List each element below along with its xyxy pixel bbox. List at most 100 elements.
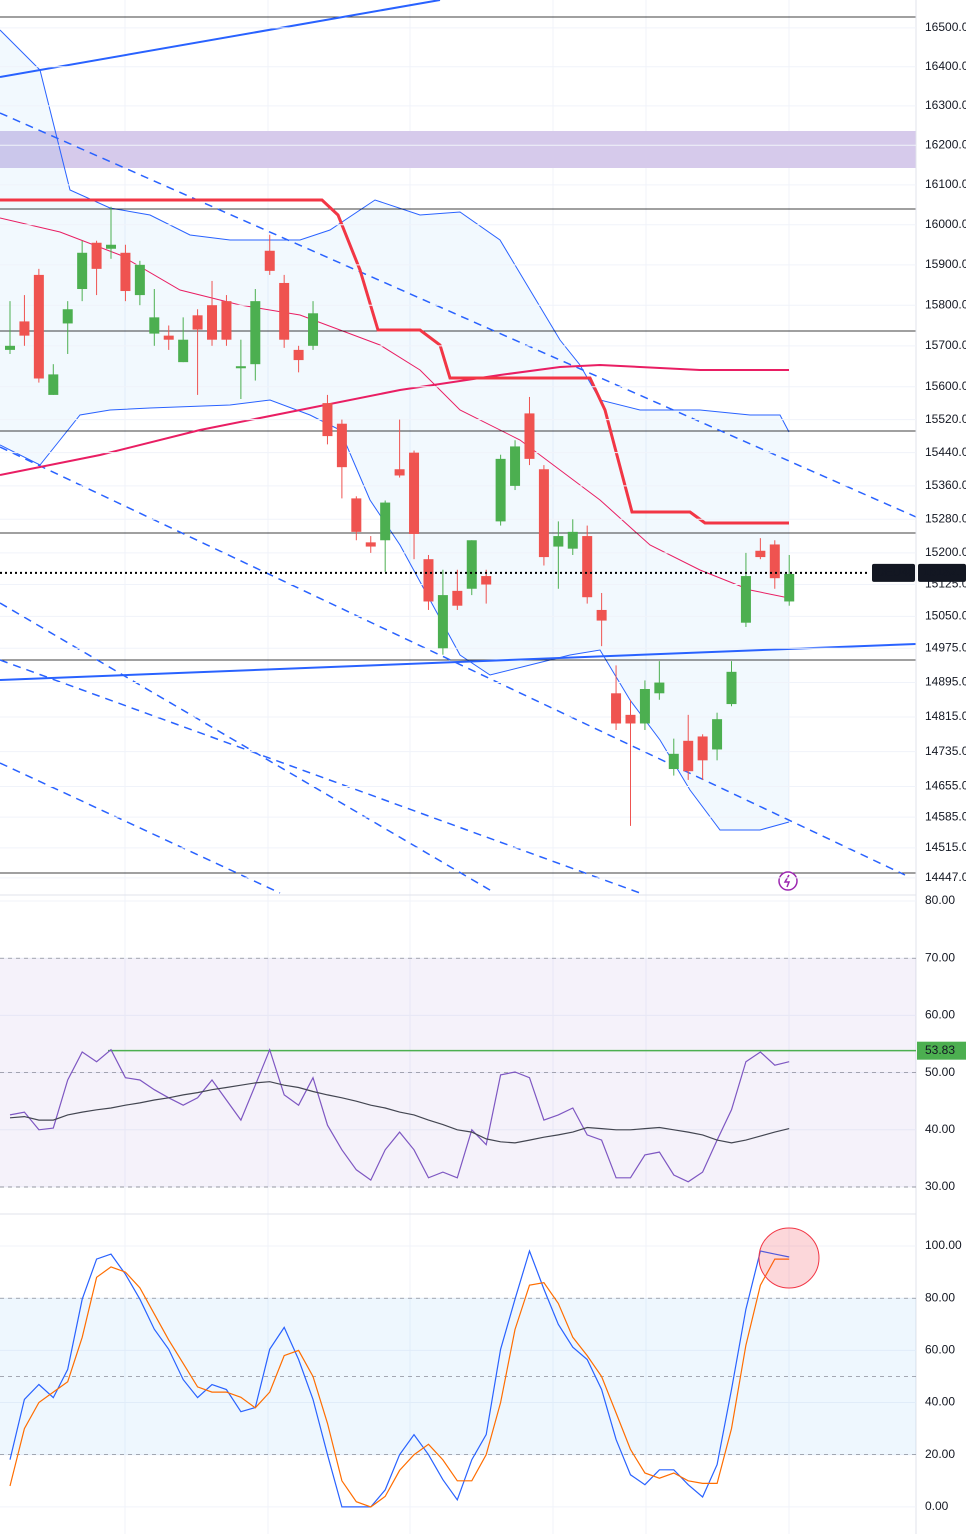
candle-body (394, 469, 405, 476)
event-icon[interactable] (778, 871, 798, 891)
candle-body (336, 423, 347, 468)
zone (0, 131, 916, 168)
candle-body (163, 335, 174, 340)
y-tick-label: 15520.00 (925, 412, 966, 426)
candle-body (91, 242, 102, 269)
candle-body (365, 542, 376, 547)
y-tick-label: 16000.0 (925, 217, 966, 231)
candle-body (740, 576, 751, 623)
candle-body (784, 573, 795, 602)
y-tick-label: 30.00 (925, 1179, 955, 1193)
candle-body (77, 252, 88, 290)
y-tick-label: 16500.0 (925, 20, 966, 34)
y-tick-label: 14655.00 (925, 779, 966, 793)
candle-body (538, 469, 549, 558)
indicator-line (9, 1081, 790, 1144)
candle-body (567, 531, 578, 549)
y-tick-label: 14515.00 (925, 840, 966, 854)
candle-body (48, 374, 59, 395)
candle-body (351, 498, 362, 532)
indicator-line (9, 1249, 790, 1508)
candle-body (250, 301, 261, 365)
candle-body (235, 366, 246, 369)
y-tick-label: 16300.0 (925, 98, 966, 112)
y-tick-label: 0.00 (925, 1499, 949, 1513)
y-tick-label: 15050.00 (925, 608, 966, 622)
y-tick-label: 14815.00 (925, 709, 966, 723)
y-tick-label: 40.00 (925, 1395, 955, 1409)
y-tick-label: 40.00 (925, 1122, 955, 1136)
candle-body (668, 753, 679, 770)
y-tick-label: 70.00 (925, 950, 955, 964)
candle-body (697, 736, 708, 761)
candle-body (106, 244, 117, 249)
level-tag: 53.83 (925, 1043, 955, 1057)
candle-body (33, 274, 44, 379)
y-tick-label: 14447.0 (925, 870, 966, 884)
y-tick-label: 15440.00 (925, 445, 966, 459)
moving-average (0, 363, 789, 476)
candle-body (452, 590, 463, 606)
price-tag-bg (918, 563, 966, 582)
candle-body (149, 317, 160, 334)
indicator-line (9, 1258, 790, 1508)
y-tick-label: 15900.0 (925, 257, 966, 271)
indicator-line (9, 1047, 790, 1183)
annotation-circle (758, 1227, 820, 1289)
y-tick-label: 14975.00 (925, 640, 966, 654)
y-tick-label: 80.00 (925, 893, 955, 907)
price-axis (916, 0, 966, 1534)
band-upper (0, 29, 790, 433)
y-tick-label: 14735.00 (925, 744, 966, 758)
candle-body (279, 282, 290, 340)
candle-body (481, 576, 492, 585)
candle-body (293, 349, 304, 361)
candle-body (769, 544, 780, 579)
candle-body (192, 315, 203, 330)
symbol-tag-bg (872, 563, 915, 582)
channel-line (0, 198, 789, 525)
level-tag-bg (917, 1041, 966, 1060)
candle-body (62, 309, 73, 324)
candle-body (221, 301, 232, 340)
y-tick-label: 15700.0 (925, 338, 966, 352)
candle-body (553, 536, 564, 547)
candle-body (264, 250, 275, 271)
candle-body (582, 536, 593, 598)
candle-body (207, 305, 218, 340)
y-tick-label: 14585.00 (925, 809, 966, 823)
candle-body (178, 339, 189, 363)
candle-body (683, 740, 694, 772)
candle-body (134, 264, 145, 296)
candle-body (524, 413, 535, 459)
event-icon-bolt (783, 874, 791, 888)
y-tick-label: 14895.00 (925, 675, 966, 689)
candle-body (755, 550, 766, 558)
y-tick-label: 15280.00 (925, 511, 966, 525)
y-tick-label: 50.00 (925, 1065, 955, 1079)
y-tick-label: 60.00 (925, 1008, 955, 1022)
candle-body (120, 252, 131, 292)
y-tick-label: 16100.0 (925, 177, 966, 191)
candle-body (639, 688, 650, 724)
candle-body (380, 502, 391, 541)
candle-body (611, 693, 622, 724)
y-tick-label: 100.00 (925, 1238, 962, 1252)
candle-body (726, 671, 737, 705)
candle-body (625, 714, 636, 724)
y-tick-label: 15200.00 (925, 545, 966, 559)
y-tick-label: 80.00 (925, 1290, 955, 1304)
y-tick-label: 16200.0 (925, 137, 966, 151)
candle-body (654, 682, 665, 694)
price-tag: 15152.6 (923, 565, 966, 579)
candle-body (437, 595, 448, 649)
candle-body (495, 458, 506, 522)
candle-body (510, 446, 521, 486)
candle-body (596, 609, 607, 621)
y-tick-label: 15800.0 (925, 297, 966, 311)
y-tick-label: 15360.00 (925, 478, 966, 492)
band-fill (0, 30, 789, 830)
candle-body (5, 345, 15, 350)
symbol-tag: DEU40 (876, 565, 915, 579)
